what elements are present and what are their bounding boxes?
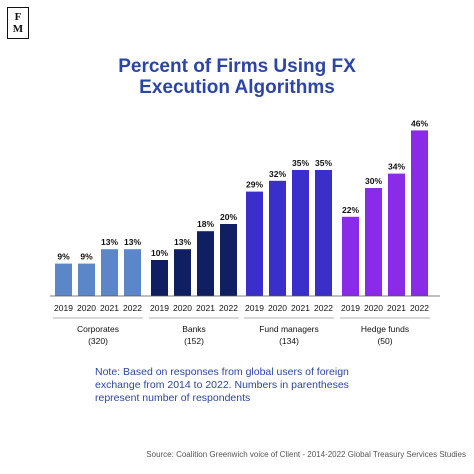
data-label: 35% <box>292 158 309 168</box>
x-tick-label: 2020 <box>268 303 287 313</box>
x-tick-label: 2021 <box>387 303 406 313</box>
data-label: 46% <box>411 118 428 128</box>
bar-hedge-funds-2022 <box>411 130 428 296</box>
group-respondent-count: (50) <box>377 336 392 346</box>
chart-note: Note: Based on responses from global use… <box>95 366 349 404</box>
data-label: 20% <box>220 212 237 222</box>
bar-banks-2022 <box>220 224 237 296</box>
data-label: 30% <box>365 176 382 186</box>
bar-fund-managers-2019 <box>246 191 263 296</box>
chart-title-line-1: Percent of Firms Using FX <box>118 56 356 77</box>
x-tick-label: 2020 <box>77 303 96 313</box>
data-label: 22% <box>342 205 359 215</box>
bar-hedge-funds-2020 <box>365 188 382 296</box>
data-label: 9% <box>80 252 93 262</box>
group-respondent-count: (320) <box>88 336 108 346</box>
bar-fund-managers-2021 <box>292 170 309 296</box>
x-tick-label: 2022 <box>410 303 429 313</box>
group-label: Banks <box>182 324 206 334</box>
x-tick-label: 2019 <box>54 303 73 313</box>
x-tick-label: 2019 <box>150 303 169 313</box>
bar-corporates-2021 <box>101 249 118 296</box>
group-respondent-count: (152) <box>184 336 204 346</box>
data-label: 34% <box>388 162 405 172</box>
bar-banks-2020 <box>174 249 191 296</box>
data-label: 32% <box>269 169 286 179</box>
x-tick-label: 2021 <box>291 303 310 313</box>
bar-banks-2019 <box>151 260 168 296</box>
chart-title: Percent of Firms Using FX Execution Algo… <box>0 56 474 98</box>
chart-title-line-2: Execution Algorithms <box>139 77 335 98</box>
bar-fund-managers-2020 <box>269 180 286 296</box>
logo-letter-f: F <box>14 11 22 23</box>
data-label: 9% <box>57 252 70 262</box>
bar-fund-managers-2022 <box>315 170 332 296</box>
x-tick-label: 2020 <box>173 303 192 313</box>
group-label: Hedge funds <box>361 324 409 334</box>
data-label: 10% <box>151 248 168 258</box>
bar-corporates-2019 <box>55 263 72 296</box>
chart-source: Source: Coalition Greenwich voice of Cli… <box>146 450 466 459</box>
x-tick-label: 2022 <box>314 303 333 313</box>
x-tick-label: 2019 <box>245 303 264 313</box>
x-tick-label: 2022 <box>219 303 238 313</box>
logo-letter-m: M <box>12 23 24 35</box>
bar-hedge-funds-2021 <box>388 173 405 296</box>
x-tick-label: 2022 <box>123 303 142 313</box>
x-tick-label: 2021 <box>196 303 215 313</box>
x-tick-label: 2020 <box>364 303 383 313</box>
x-tick-label: 2019 <box>341 303 360 313</box>
data-label: 13% <box>124 237 141 247</box>
fm-logo: F M <box>7 7 29 39</box>
data-label: 35% <box>315 158 332 168</box>
group-label: Corporates <box>77 324 119 334</box>
data-label: 13% <box>174 237 191 247</box>
data-label: 18% <box>197 219 214 229</box>
group-respondent-count: (134) <box>279 336 299 346</box>
bar-hedge-funds-2019 <box>342 216 359 296</box>
group-label: Fund managers <box>259 324 319 334</box>
data-label: 13% <box>101 237 118 247</box>
data-label: 29% <box>246 180 263 190</box>
x-tick-label: 2021 <box>100 303 119 313</box>
bar-corporates-2020 <box>78 263 95 296</box>
bar-corporates-2022 <box>124 249 141 296</box>
bar-banks-2021 <box>197 231 214 296</box>
